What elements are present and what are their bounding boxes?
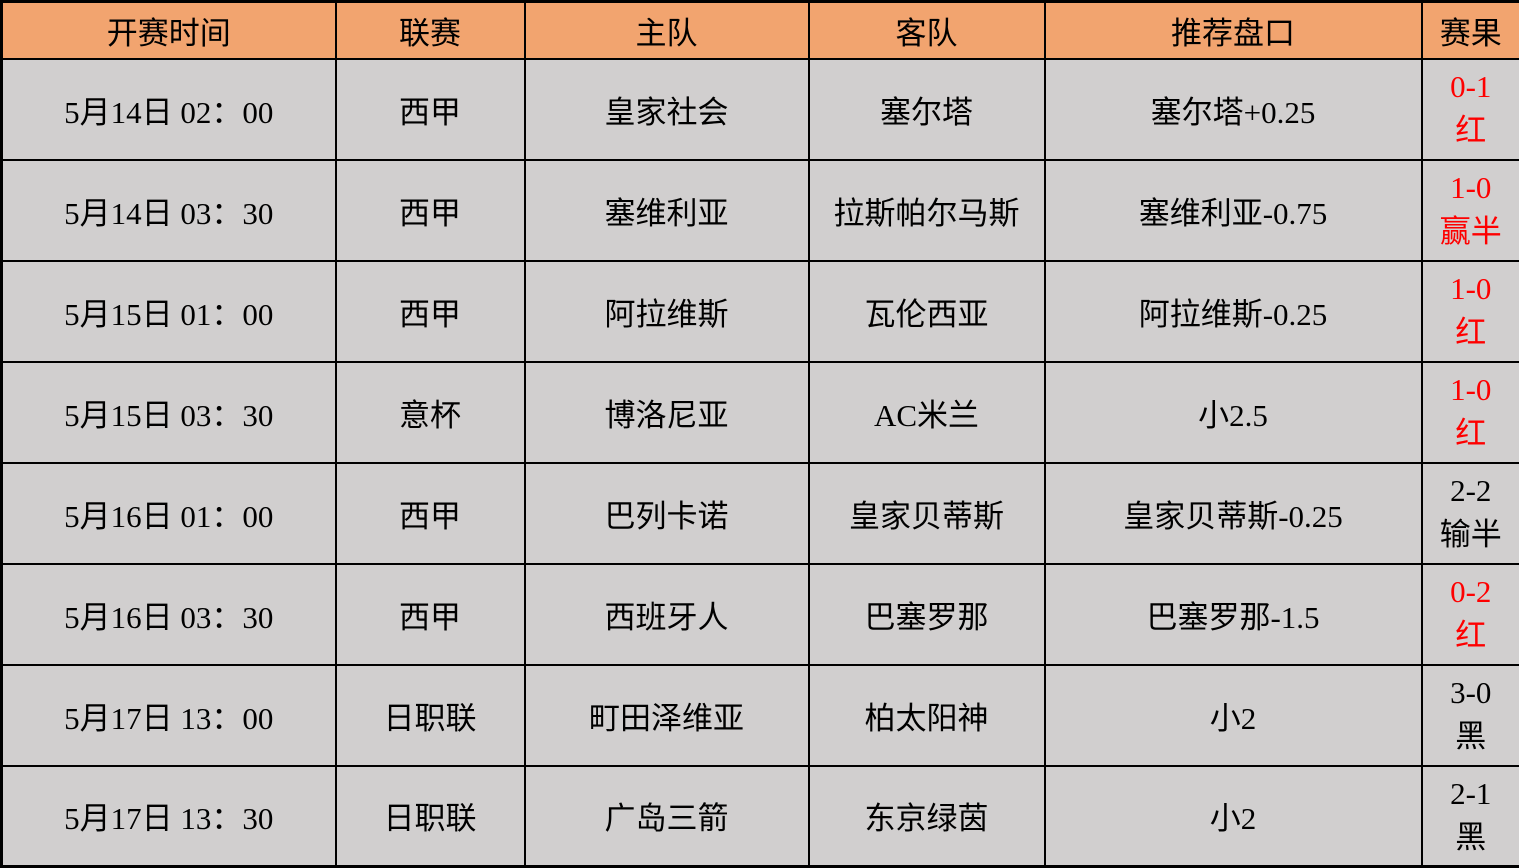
result-outcome: 赢半	[1439, 214, 1502, 249]
col-header-away-team: 客队	[807, 0, 1046, 60]
result-score: 0-1	[1450, 68, 1492, 104]
handicap-cell: 小2	[1043, 663, 1423, 767]
table-row: 5月15日 01：00 西甲 阿拉维斯 瓦伦西亚 阿拉维斯-0.25 1-0 红	[0, 259, 1519, 363]
result-outcome: 黑	[1455, 719, 1487, 754]
league-cell: 意杯	[334, 360, 526, 464]
away-team-cell: AC米兰	[807, 360, 1046, 464]
league-cell: 西甲	[334, 562, 526, 666]
away-team-cell: 拉斯帕尔马斯	[807, 158, 1046, 262]
away-team-cell: 巴塞罗那	[807, 562, 1046, 666]
kickoff-time-cell: 5月15日 03：30	[0, 360, 337, 464]
table-row: 5月14日 02：00 西甲 皇家社会 塞尔塔 塞尔塔+0.25 0-1 红	[0, 57, 1519, 161]
league-cell: 日职联	[334, 764, 526, 868]
handicap-cell: 小2.5	[1043, 360, 1423, 464]
table-row: 5月16日 01：00 西甲 巴列卡诺 皇家贝蒂斯 皇家贝蒂斯-0.25 2-2…	[0, 461, 1519, 565]
col-header-home-team: 主队	[523, 0, 810, 60]
handicap-cell: 皇家贝蒂斯-0.25	[1043, 461, 1423, 565]
col-header-league: 联赛	[334, 0, 526, 60]
table-row: 5月17日 13：30 日职联 广岛三箭 东京绿茵 小2 2-1 黑	[0, 764, 1519, 868]
home-team-cell: 塞维利亚	[523, 158, 810, 262]
result-outcome: 输半	[1439, 517, 1502, 552]
result-cell: 1-0 红	[1420, 360, 1519, 464]
kickoff-time-cell: 5月17日 13：30	[0, 764, 337, 868]
kickoff-time-cell: 5月17日 13：00	[0, 663, 337, 767]
league-cell: 西甲	[334, 158, 526, 262]
col-header-handicap: 推荐盘口	[1043, 0, 1423, 60]
handicap-cell: 阿拉维斯-0.25	[1043, 259, 1423, 363]
league-cell: 西甲	[334, 57, 526, 161]
league-cell: 西甲	[334, 461, 526, 565]
result-score: 1-0	[1450, 371, 1492, 407]
away-team-cell: 柏太阳神	[807, 663, 1046, 767]
result-score: 2-2	[1450, 472, 1492, 508]
result-outcome: 红	[1455, 113, 1487, 148]
home-team-cell: 巴列卡诺	[523, 461, 810, 565]
away-team-cell: 皇家贝蒂斯	[807, 461, 1046, 565]
kickoff-time-cell: 5月15日 01：00	[0, 259, 337, 363]
home-team-cell: 阿拉维斯	[523, 259, 810, 363]
result-outcome: 黑	[1455, 819, 1487, 855]
away-team-cell: 东京绿茵	[807, 764, 1046, 868]
table-row: 5月17日 13：00 日职联 町田泽维亚 柏太阳神 小2 3-0 黑	[0, 663, 1519, 767]
kickoff-time-cell: 5月14日 02：00	[0, 57, 337, 161]
away-team-cell: 塞尔塔	[807, 57, 1046, 161]
result-cell: 3-0 黑	[1420, 663, 1519, 767]
home-team-cell: 博洛尼亚	[523, 360, 810, 464]
result-cell: 2-2 输半	[1420, 461, 1519, 565]
home-team-cell: 广岛三箭	[523, 764, 810, 868]
home-team-cell: 皇家社会	[523, 57, 810, 161]
table-row: 5月16日 03：30 西甲 西班牙人 巴塞罗那 巴塞罗那-1.5 0-2 红	[0, 562, 1519, 666]
kickoff-time-cell: 5月16日 03：30	[0, 562, 337, 666]
table-row: 5月14日 03：30 西甲 塞维利亚 拉斯帕尔马斯 塞维利亚-0.75 1-0…	[0, 158, 1519, 262]
result-score: 3-0	[1450, 674, 1492, 710]
result-outcome: 红	[1455, 315, 1487, 350]
home-team-cell: 西班牙人	[523, 562, 810, 666]
result-cell: 0-1 红	[1420, 57, 1519, 161]
handicap-cell: 塞尔塔+0.25	[1043, 57, 1423, 161]
result-cell: 0-2 红	[1420, 562, 1519, 666]
col-header-kickoff-time: 开赛时间	[0, 0, 337, 60]
league-cell: 西甲	[334, 259, 526, 363]
result-cell: 2-1 黑	[1420, 764, 1519, 868]
away-team-cell: 瓦伦西亚	[807, 259, 1046, 363]
result-outcome: 红	[1455, 618, 1487, 653]
handicap-cell: 塞维利亚-0.75	[1043, 158, 1423, 262]
table-row: 5月15日 03：30 意杯 博洛尼亚 AC米兰 小2.5 1-0 红	[0, 360, 1519, 464]
result-cell: 1-0 赢半	[1420, 158, 1519, 262]
result-outcome: 红	[1455, 416, 1487, 451]
result-cell: 1-0 红	[1420, 259, 1519, 363]
kickoff-time-cell: 5月16日 01：00	[0, 461, 337, 565]
result-score: 2-1	[1450, 775, 1492, 811]
result-score: 1-0	[1450, 169, 1492, 205]
col-header-result: 赛果	[1420, 0, 1519, 60]
home-team-cell: 町田泽维亚	[523, 663, 810, 767]
result-score: 1-0	[1450, 270, 1492, 306]
league-cell: 日职联	[334, 663, 526, 767]
handicap-cell: 巴塞罗那-1.5	[1043, 562, 1423, 666]
header-row: 开赛时间 联赛 主队 客队 推荐盘口 赛果	[0, 0, 1519, 60]
result-score: 0-2	[1450, 573, 1492, 609]
kickoff-time-cell: 5月14日 03：30	[0, 158, 337, 262]
handicap-cell: 小2	[1043, 764, 1423, 868]
